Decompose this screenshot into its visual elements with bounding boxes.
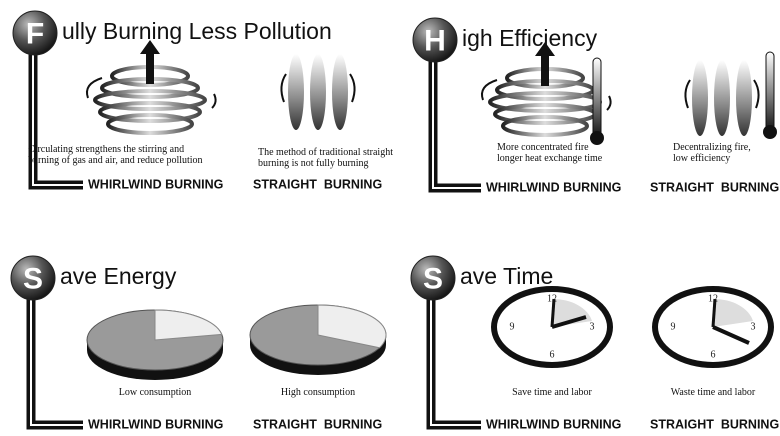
caption: low efficiency [673, 153, 730, 164]
burning-label: STRAIGHT BURNING [650, 417, 779, 431]
flame [288, 54, 304, 130]
clock-numeral: 3 [751, 321, 756, 332]
swirl-ring [108, 115, 192, 133]
clock-numeral: 9 [671, 321, 676, 332]
flame [692, 60, 708, 136]
burning-label: WHIRLWIND BURNING [88, 417, 223, 431]
bracket-inner [31, 298, 83, 425]
pie-slice [155, 310, 222, 340]
thermometer [593, 58, 601, 138]
thermometer [766, 52, 774, 132]
panel-title: ave Energy [60, 263, 177, 289]
caption: Save time and labor [512, 387, 592, 398]
clock-numeral: 6 [550, 349, 555, 360]
caption: burning is not fully burning [258, 158, 369, 169]
caption: High consumption [281, 387, 355, 398]
clock-numeral: 12 [708, 293, 718, 304]
caption: Low consumption [119, 387, 192, 398]
bracket [431, 298, 481, 425]
initial-letter: F [26, 18, 44, 51]
panel-title: ave Time [460, 263, 553, 289]
caption: More concentrated fire [497, 142, 589, 153]
thermometer-bulb [590, 131, 604, 145]
burning-label: STRAIGHT BURNING [253, 177, 382, 191]
initial-letter: S [423, 263, 443, 296]
burning-label: WHIRLWIND BURNING [486, 180, 621, 194]
caption: burning of gas and air, and reduce pollu… [28, 155, 203, 166]
initial-letter: S [23, 263, 43, 296]
burning-label: WHIRLWIND BURNING [88, 177, 223, 191]
caption: Decentralizing fire, [673, 142, 751, 153]
minute-hand [713, 299, 715, 327]
curl-arrow [212, 94, 216, 108]
flame [736, 60, 752, 136]
swirl-ring [503, 117, 587, 135]
burning-label: STRAIGHT BURNING [650, 180, 779, 194]
bracket-inner [431, 298, 481, 425]
bracket-inner [433, 60, 481, 188]
flame [332, 54, 348, 130]
clock-numeral: 12 [547, 293, 557, 304]
curl-arrow [607, 96, 611, 110]
curl-arrow [685, 80, 690, 108]
panel-title: ully Burning Less Pollution [62, 18, 332, 44]
caption: Circulating strengthens the stirring and [28, 144, 184, 155]
caption: The method of traditional straight [258, 147, 393, 158]
burning-label: WHIRLWIND BURNING [486, 417, 621, 431]
thermometer-bulb [763, 125, 777, 139]
flame [310, 54, 326, 130]
initial-letter: H [424, 25, 446, 58]
curl-arrow [754, 80, 759, 108]
infographic: Fully Burning Less Pollution WHIRLWIND BU… [0, 0, 780, 436]
burning-label: STRAIGHT BURNING [253, 417, 382, 431]
flame [714, 60, 730, 136]
minute-hand [552, 299, 554, 327]
bracket [433, 60, 481, 188]
curl-arrow [281, 74, 286, 102]
bracket [31, 298, 83, 425]
caption: Waste time and labor [671, 387, 756, 398]
clock-numeral: 6 [711, 349, 716, 360]
panel-title: igh Efficiency [462, 25, 598, 51]
caption: longer heat exchange time [497, 153, 603, 164]
clock-numeral: 3 [590, 321, 595, 332]
clock-numeral: 9 [510, 321, 515, 332]
curl-arrow [350, 74, 355, 102]
